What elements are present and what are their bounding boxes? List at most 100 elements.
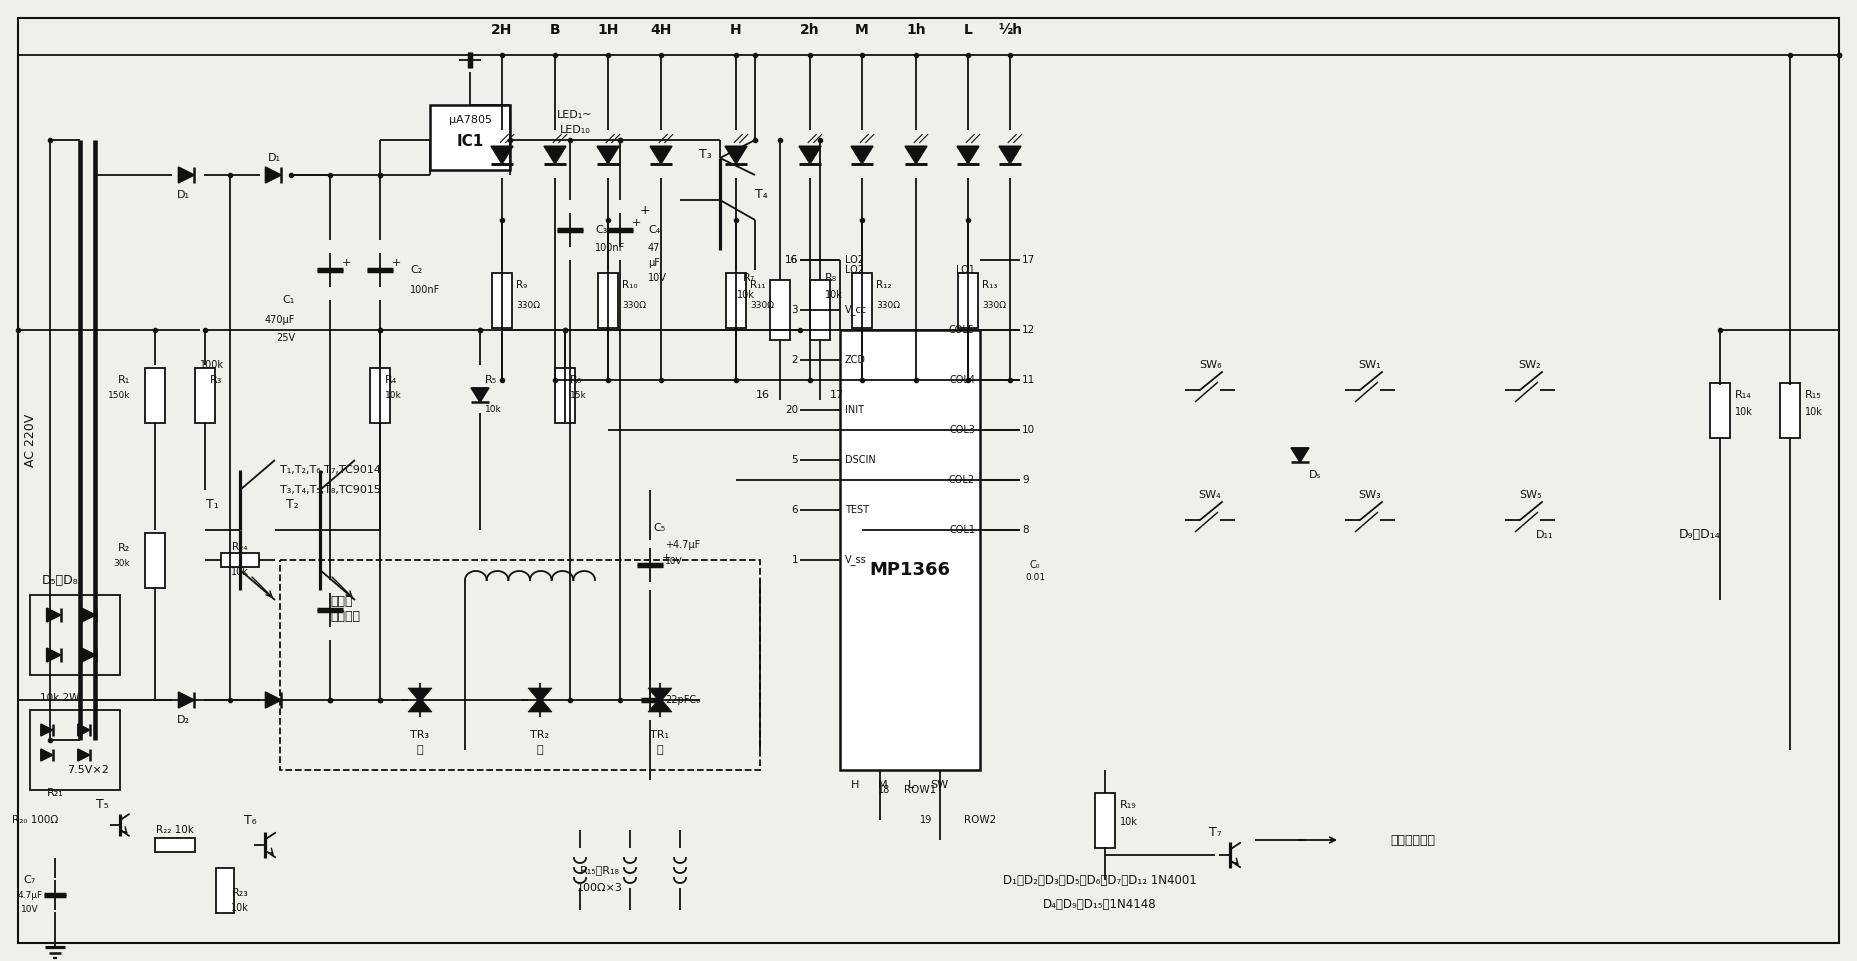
Text: 15k: 15k xyxy=(570,391,587,401)
Text: 弱: 弱 xyxy=(657,745,663,755)
Text: M: M xyxy=(878,780,888,790)
Text: LO1: LO1 xyxy=(956,265,975,275)
Text: 11: 11 xyxy=(1021,375,1034,385)
Text: +: + xyxy=(392,258,401,268)
Text: SW: SW xyxy=(930,780,949,790)
Text: R₁₂: R₁₂ xyxy=(877,280,891,290)
Text: MP1366: MP1366 xyxy=(869,561,951,579)
Polygon shape xyxy=(648,698,672,712)
Polygon shape xyxy=(544,146,566,163)
Bar xyxy=(221,553,258,567)
Text: 19: 19 xyxy=(919,815,932,825)
Text: 330Ω: 330Ω xyxy=(982,301,1006,309)
Polygon shape xyxy=(46,608,61,622)
Text: 18: 18 xyxy=(878,785,890,795)
Text: 4H: 4H xyxy=(650,23,672,37)
Bar xyxy=(195,367,215,423)
Polygon shape xyxy=(799,146,821,163)
Text: R₃: R₃ xyxy=(210,375,223,385)
Polygon shape xyxy=(178,167,195,183)
Bar xyxy=(726,273,747,328)
Text: 2H: 2H xyxy=(492,23,513,37)
Bar xyxy=(280,560,760,770)
Text: D₄、D₉～D₁₅：1N4148: D₄、D₉～D₁₅：1N4148 xyxy=(1044,899,1157,911)
Text: T₂: T₂ xyxy=(286,499,299,511)
Text: T₅: T₅ xyxy=(95,799,108,811)
Text: 10k: 10k xyxy=(1120,817,1138,827)
Text: Dₛ: Dₛ xyxy=(1309,470,1322,480)
Bar xyxy=(1781,382,1799,437)
Text: T₃,T₄,T₅,T₈,TC9015: T₃,T₄,T₅,T₈,TC9015 xyxy=(280,485,381,495)
Text: 1H: 1H xyxy=(598,23,618,37)
Text: D₅～D₈: D₅～D₈ xyxy=(41,574,78,586)
Text: 3: 3 xyxy=(791,305,799,315)
Text: 16: 16 xyxy=(756,390,771,400)
Bar xyxy=(555,367,576,423)
Text: AC 220V: AC 220V xyxy=(24,413,37,467)
Text: COL5: COL5 xyxy=(949,325,975,335)
Text: R₂₃: R₂₃ xyxy=(232,888,249,898)
Text: TR₁: TR₁ xyxy=(650,730,670,740)
Text: C₀: C₀ xyxy=(1029,560,1040,570)
Text: 2: 2 xyxy=(791,355,799,365)
Polygon shape xyxy=(650,146,672,163)
Text: R₂₁: R₂₁ xyxy=(46,788,63,798)
Bar xyxy=(30,710,121,790)
Text: D₁₁: D₁₁ xyxy=(1536,530,1554,540)
Text: 30k: 30k xyxy=(113,559,130,569)
Text: 100nF: 100nF xyxy=(410,285,440,295)
Text: LO2: LO2 xyxy=(845,255,864,265)
Text: ½h: ½h xyxy=(997,23,1021,37)
Polygon shape xyxy=(1291,448,1309,462)
Text: R₁₄: R₁₄ xyxy=(1734,390,1751,400)
Text: 10k: 10k xyxy=(1734,407,1753,417)
Text: 17: 17 xyxy=(1021,255,1034,265)
Polygon shape xyxy=(41,724,52,736)
Text: L: L xyxy=(964,23,973,37)
Text: 原电机
调速电感: 原电机 调速电感 xyxy=(331,595,360,623)
Text: 10V: 10V xyxy=(648,273,667,283)
Text: T₁,T₂,T₆,T₇,TC9014: T₁,T₂,T₆,T₇,TC9014 xyxy=(280,465,381,475)
Text: +4.7μF: +4.7μF xyxy=(665,540,700,550)
Text: 5: 5 xyxy=(791,455,799,465)
Polygon shape xyxy=(904,146,927,163)
Polygon shape xyxy=(472,388,488,403)
Bar xyxy=(145,532,165,587)
Text: T₁: T₁ xyxy=(206,499,219,511)
Text: μA7805: μA7805 xyxy=(449,115,492,125)
Text: COL1: COL1 xyxy=(949,525,975,535)
Bar xyxy=(154,838,195,852)
Text: TR₂: TR₂ xyxy=(531,730,550,740)
Text: 150k: 150k xyxy=(108,391,130,401)
Text: LED₁~: LED₁~ xyxy=(557,110,592,120)
Text: T₄: T₄ xyxy=(756,188,767,202)
Text: 轻触开关输出: 轻触开关输出 xyxy=(1391,833,1435,847)
Text: COL3: COL3 xyxy=(949,425,975,435)
Text: 10V: 10V xyxy=(665,557,683,566)
Text: 47: 47 xyxy=(648,243,661,253)
Text: TR₃: TR₃ xyxy=(410,730,429,740)
Polygon shape xyxy=(178,692,195,708)
Text: +: + xyxy=(631,218,641,228)
Text: R₂₀ 100Ω: R₂₀ 100Ω xyxy=(11,815,58,825)
Text: D₁: D₁ xyxy=(267,153,280,163)
Text: 10k: 10k xyxy=(230,903,249,913)
Text: SW₅: SW₅ xyxy=(1519,490,1541,500)
Polygon shape xyxy=(956,146,979,163)
Text: R₁₀: R₁₀ xyxy=(622,280,637,290)
Text: C₂: C₂ xyxy=(410,265,422,275)
Text: R₆: R₆ xyxy=(570,375,581,385)
Bar xyxy=(852,273,873,328)
Polygon shape xyxy=(266,692,282,708)
Text: 17: 17 xyxy=(830,390,845,400)
Text: C₇: C₇ xyxy=(24,875,35,885)
Text: 470μF: 470μF xyxy=(266,315,295,325)
Polygon shape xyxy=(724,146,747,163)
Text: LED₁₀: LED₁₀ xyxy=(559,125,591,135)
Text: SW₆: SW₆ xyxy=(1200,360,1222,370)
Text: 100k: 100k xyxy=(201,360,225,370)
Text: ROW2: ROW2 xyxy=(964,815,995,825)
Text: 100nF: 100nF xyxy=(594,243,626,253)
Bar xyxy=(145,367,165,423)
Text: D₁、D₂、D₃、D₅、D₆、D₇、D₁₂ 1N4001: D₁、D₂、D₃、D₅、D₆、D₇、D₁₂ 1N4001 xyxy=(1003,874,1198,886)
